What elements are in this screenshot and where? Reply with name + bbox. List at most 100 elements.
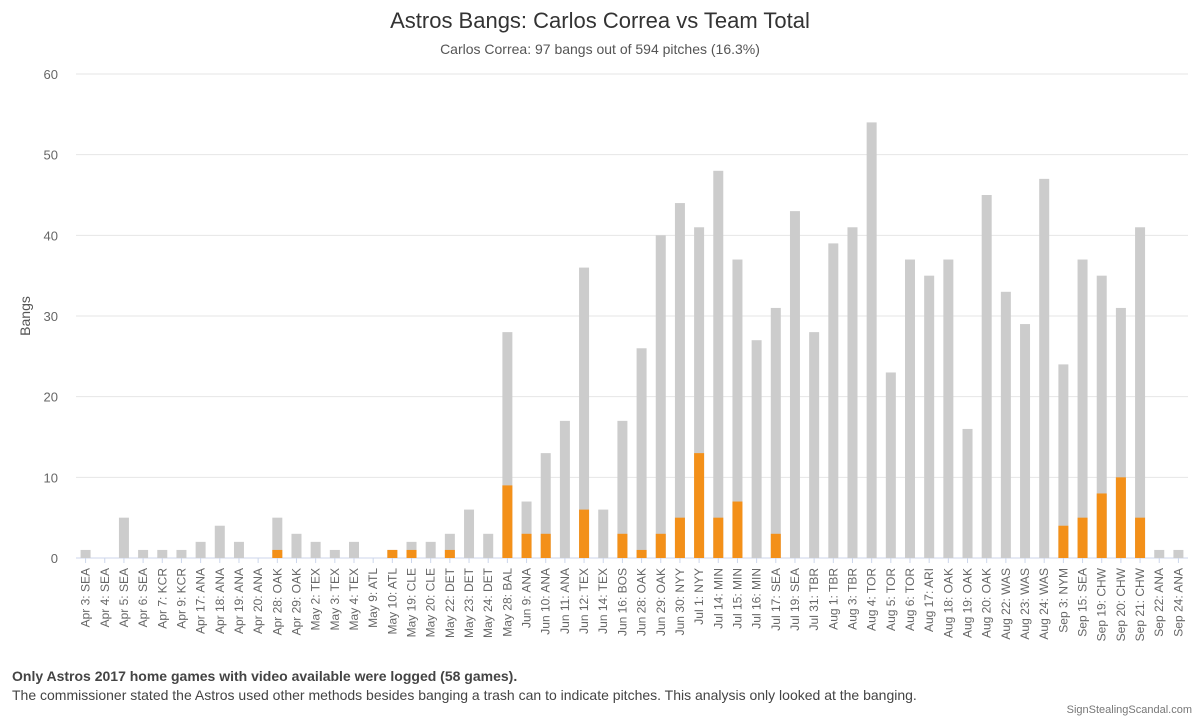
bar-team-total: [138, 549, 149, 558]
bar-correa: [540, 533, 551, 558]
x-tick-label: Jul 16: MIN: [750, 568, 764, 629]
bar-correa: [636, 549, 647, 558]
bar-team-total: [636, 348, 647, 558]
bar-team-total: [809, 332, 820, 558]
bar-team-total: [1115, 307, 1126, 558]
x-tick-label: Aug 4: TOR: [865, 568, 879, 631]
bar-team-total: [694, 227, 705, 558]
bar-team-total: [924, 275, 935, 558]
bar-team-total: [176, 549, 187, 558]
bar-team-total: [214, 525, 225, 558]
x-tick-label: Apr 4: SEA: [98, 568, 112, 627]
bar-team-total: [770, 307, 781, 558]
bar-team-total: [521, 501, 532, 558]
x-tick-label: Jun 16: BOS: [615, 568, 629, 636]
x-tick-label: Jun 11: ANA: [558, 568, 572, 634]
x-tick-label: Apr 7: KCR: [155, 568, 169, 629]
x-tick-label: Aug 6: TOR: [903, 568, 917, 631]
x-tick-label: May 22: DET: [443, 567, 457, 638]
bar-correa: [1135, 517, 1146, 558]
y-tick-label: 30: [44, 309, 58, 324]
bar-team-total: [1039, 178, 1050, 558]
x-tick-label: May 24: DET: [481, 567, 495, 638]
x-tick-label: Apr 29: OAK: [289, 568, 303, 635]
x-tick-label: Aug 5: TOR: [884, 568, 898, 631]
bar-correa: [674, 517, 685, 558]
bar-team-total: [1154, 549, 1165, 558]
x-tick-label: May 4: TEX: [347, 568, 361, 630]
bar-correa: [617, 533, 628, 558]
bar-correa: [406, 549, 417, 558]
bar-correa: [1115, 477, 1126, 558]
bar-team-total: [674, 203, 685, 559]
y-tick-label: 0: [51, 551, 58, 566]
x-tick-label: Apr 17: ANA: [194, 568, 208, 634]
bar-team-total: [598, 509, 609, 558]
bar-team-total: [540, 453, 551, 558]
bar-chart: 0 10 20 30 40 50 60 Bangs Apr 3: SEA Apr 4: SEA Ap…: [17, 67, 1188, 641]
bar-correa: [694, 453, 705, 558]
y-tick-label: 60: [44, 67, 58, 82]
bar-team-total: [617, 420, 628, 558]
x-tick-label: May 2: TEX: [309, 568, 323, 630]
bar-correa: [713, 517, 724, 558]
y-tick-label: 50: [44, 148, 58, 163]
x-tick-label: Sep 22: ANA: [1152, 568, 1166, 637]
bar-team-total: [579, 267, 590, 558]
bar-team-total: [80, 549, 91, 558]
x-tick-label: Jul 31: TBR: [807, 568, 821, 631]
bar-team-total: [157, 549, 168, 558]
bar-team-total: [713, 170, 724, 559]
bar-team-total: [272, 517, 283, 558]
bar-team-total: [502, 332, 513, 558]
bar-team-total: [1135, 227, 1146, 558]
x-tick-label: Jun 9: ANA: [520, 568, 534, 628]
x-tick-label: Jul 17: SEA: [769, 568, 783, 631]
credit-link[interactable]: SignStealingScandal.com: [1066, 704, 1192, 716]
x-tick-label: Apr 3: SEA: [79, 568, 93, 627]
bar-correa: [1058, 525, 1069, 558]
x-tick-label: May 3: TEX: [328, 568, 342, 630]
x-tick-label: Jun 10: ANA: [539, 568, 553, 635]
x-tick-label: Aug 24: WAS: [1037, 568, 1051, 640]
x-tick-label: Aug 22: WAS: [999, 568, 1013, 640]
bar-correa: [521, 533, 532, 558]
bar-correa: [1096, 493, 1107, 558]
x-tick-label: Jun 28: OAK: [635, 568, 649, 636]
bar-team-total: [559, 420, 570, 558]
x-tick-label: Aug 18: OAK: [941, 568, 955, 638]
x-tick-label: Jun 14: TEX: [596, 568, 610, 634]
bar-team-total: [751, 340, 762, 558]
x-tick-label: May 9: ATL: [366, 568, 380, 628]
x-tick-label: Sep 21: CHW: [1133, 567, 1147, 641]
bar-team-total: [464, 509, 475, 558]
x-tick-label: Sep 3: NYM: [1056, 568, 1070, 633]
x-tick-label: Apr 28: OAK: [270, 568, 284, 635]
bar-team-total: [847, 227, 858, 558]
bar-team-total: [195, 541, 206, 558]
x-tick-label: May 28: BAL: [500, 568, 514, 637]
bar-correa: [502, 485, 513, 558]
x-tick-label: Jul 19: SEA: [788, 568, 802, 631]
bar-team-total: [310, 541, 321, 558]
x-tick-label: Apr 19: ANA: [232, 568, 246, 634]
bar-team-total: [329, 549, 340, 558]
bar-team-total: [1077, 259, 1088, 558]
bar-team-total: [1173, 549, 1184, 558]
x-tick-label: Apr 9: KCR: [174, 568, 188, 629]
bar-correa: [444, 549, 455, 558]
bar-team-total: [866, 122, 877, 559]
bar-team-total: [885, 372, 896, 558]
x-tick-label: Jul 1: NYY: [692, 568, 706, 625]
bar-team-total: [1096, 275, 1107, 558]
footnote-games-logged: Only Astros 2017 home games with video a…: [12, 668, 518, 684]
bar-team-total: [291, 533, 302, 558]
chart-subtitle: Carlos Correa: 97 bangs out of 594 pitch…: [440, 41, 760, 57]
y-tick-label: 10: [44, 470, 58, 485]
y-tick-label: 20: [44, 390, 58, 405]
bar-correa: [387, 549, 398, 558]
bar-team-total: [655, 235, 666, 559]
bar-team-total: [118, 517, 129, 558]
x-tick-label: Sep 24: ANA: [1171, 568, 1185, 637]
x-tick-label: Apr 18: ANA: [213, 568, 227, 634]
